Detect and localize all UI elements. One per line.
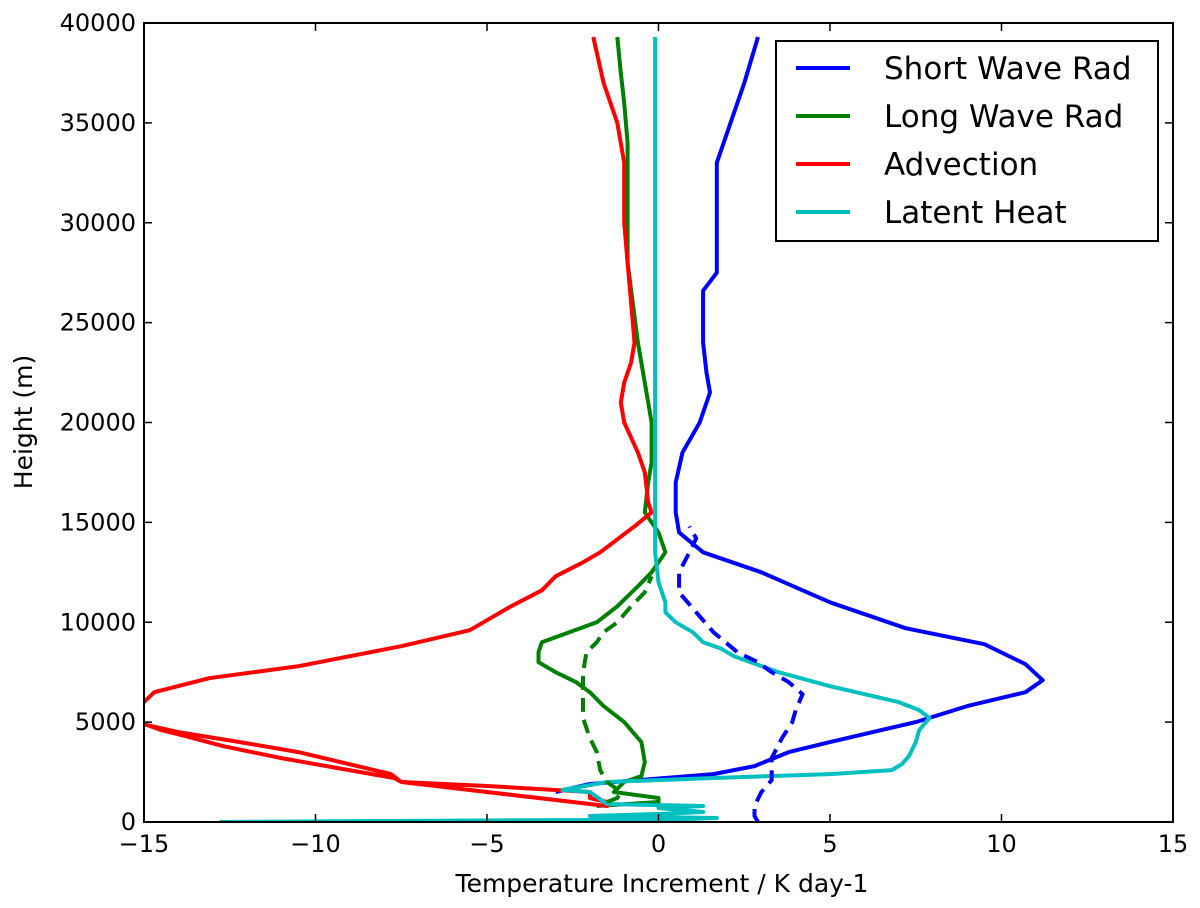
y-tick-label: 30000 — [60, 209, 136, 237]
y-tick-label: 0 — [121, 808, 136, 836]
series-line-6 — [581, 575, 654, 804]
y-tick-label: 25000 — [60, 309, 136, 337]
series-line-4 — [219, 37, 932, 822]
x-axis-label: Temperature Increment / K day-1 — [455, 869, 869, 898]
series-line-5 — [677, 525, 805, 822]
x-tick-label: 5 — [822, 830, 837, 858]
y-tick-label: 40000 — [60, 9, 136, 37]
x-tick-label: 15 — [1158, 830, 1189, 858]
x-tick-label: 10 — [986, 830, 1017, 858]
x-tick-label: 0 — [651, 830, 666, 858]
ticks-layer: −15 −10 −5 0 5 10 15 0 5000 10000 15000 20000 25000 3… — [60, 9, 1189, 858]
x-tick-label: −5 — [469, 830, 504, 858]
y-tick-label: 10000 — [60, 608, 136, 636]
legend-label: Latent Heat — [884, 195, 1067, 231]
legend-label: Advection — [884, 147, 1038, 183]
series-line-1 — [555, 36, 1045, 794]
x-tick-label: −15 — [119, 830, 170, 858]
y-tick-label: 15000 — [60, 508, 136, 536]
y-tick-label: 20000 — [60, 409, 136, 437]
legend-label: Short Wave Rad — [884, 51, 1132, 87]
series-line-3 — [144, 36, 654, 808]
y-tick-label: 35000 — [60, 109, 136, 137]
legend-label: Long Wave Rad — [884, 99, 1123, 135]
y-tick-label: 5000 — [75, 708, 136, 736]
y-axis-label: Height (m) — [9, 355, 38, 489]
legend-box — [775, 40, 1159, 242]
x-tick-label: −10 — [290, 830, 341, 858]
legend: Short Wave Rad Long Wave Rad Advection Late… — [775, 40, 1159, 242]
series-layer — [144, 36, 1045, 822]
